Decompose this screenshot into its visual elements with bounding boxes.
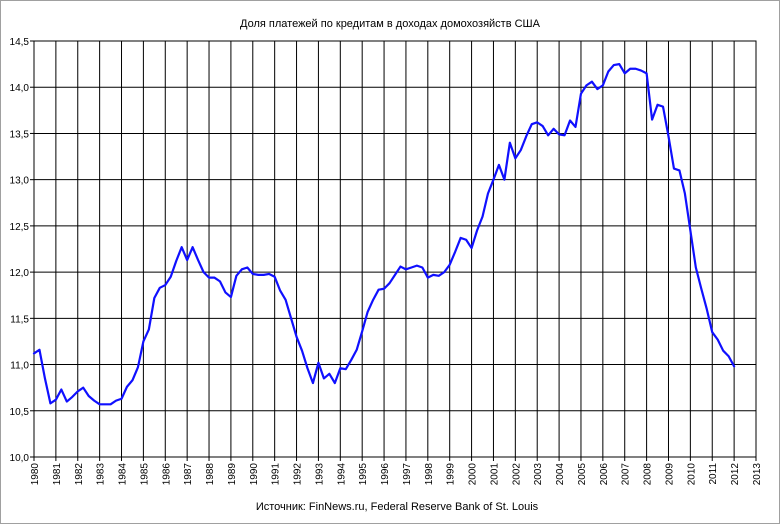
plot-border xyxy=(33,40,757,458)
x-tick-label: 1995 xyxy=(358,463,369,486)
x-tick-label: 2012 xyxy=(730,463,741,486)
x-tick-label: 2001 xyxy=(489,463,500,486)
x-tick-label: 1981 xyxy=(52,463,63,486)
y-tick-label: 12,5 xyxy=(10,222,30,233)
x-tick-label: 2003 xyxy=(533,463,544,486)
x-tick-label: 2011 xyxy=(708,463,719,485)
x-tick-label: 2009 xyxy=(664,463,675,486)
y-tick-label: 11,5 xyxy=(10,314,29,325)
x-tick-label: 2010 xyxy=(686,463,697,486)
y-tick-label: 12,0 xyxy=(10,268,30,279)
plot-area xyxy=(34,41,756,457)
chart-title: Доля платежей по кредитам в доходах домо… xyxy=(240,18,541,30)
x-tick-label: 1997 xyxy=(402,463,413,486)
x-tick-label: 1991 xyxy=(271,463,282,486)
x-tick-label: 2008 xyxy=(643,463,654,486)
series-line xyxy=(32,63,736,406)
y-tick-label: 13,5 xyxy=(10,129,30,140)
x-tick-label: 1998 xyxy=(424,463,435,486)
x-axis: 1980 1981 1982 1983 1984 1985 1986 1987 1988 1989… xyxy=(30,457,763,485)
y-tick-label: 14,5 xyxy=(10,37,30,48)
y-tick-label: 11,0 xyxy=(10,361,29,372)
x-tick-label: 1999 xyxy=(446,463,457,486)
source-note: Источник: FinNews.ru, Federal Reserve Ba… xyxy=(256,501,539,513)
x-tick-label: 1996 xyxy=(380,463,391,486)
series-layer xyxy=(32,63,736,406)
x-tick-label: 2004 xyxy=(555,463,566,486)
x-tick-label: 1986 xyxy=(161,463,172,486)
x-tick-label: 1982 xyxy=(74,463,85,486)
y-tick-label: 10,0 xyxy=(10,453,30,464)
x-tick-label: 2005 xyxy=(577,463,588,486)
x-tick-label: 1992 xyxy=(293,463,304,486)
x-tick-label: 1989 xyxy=(227,463,238,486)
x-tick-label: 1990 xyxy=(249,463,260,486)
x-tick-label: 1985 xyxy=(139,463,150,486)
x-tick-label: 1984 xyxy=(118,463,129,486)
x-tick-label: 1988 xyxy=(205,463,216,486)
x-tick-label: 1987 xyxy=(183,463,194,486)
x-tick-label: 2007 xyxy=(621,463,632,486)
y-axis: 10,0 10,5 11,0 11,5 12,0 12,5 13,0 13,5 14,0 14,5 xyxy=(10,37,34,464)
x-tick-label: 2002 xyxy=(511,463,522,486)
x-tick-label: 1993 xyxy=(314,463,325,486)
x-tick-label: 2006 xyxy=(599,463,610,486)
x-tick-label: 2013 xyxy=(752,463,763,486)
x-tick-label: 2000 xyxy=(468,463,479,486)
y-tick-label: 13,0 xyxy=(10,176,30,187)
x-tick-label: 1983 xyxy=(96,463,107,486)
y-tick-label: 10,5 xyxy=(10,407,30,418)
y-tick-label: 14,0 xyxy=(10,83,30,94)
x-tick-label: 1994 xyxy=(336,463,347,486)
x-tick-label: 1980 xyxy=(30,463,41,486)
